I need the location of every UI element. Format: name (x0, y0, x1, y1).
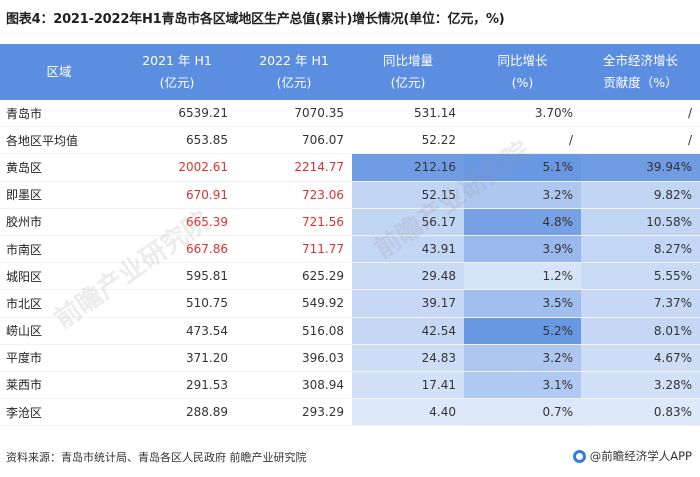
table-title: 图表4：2021-2022年H1青岛市各区域地区生产总值(累计)增长情况(单位：… (6, 12, 505, 27)
growth-cell: 3.70% (464, 100, 581, 128)
contribution-cell: 9.82% (581, 181, 700, 209)
data-table: 区域 2021 年 H1 (亿元) 2022 年 H1 (亿元) 同比增量 (亿元) … (0, 44, 700, 427)
increase-cell: 24.83 (352, 344, 464, 372)
contribution-cell: 3.28% (581, 371, 700, 400)
value-2021h1-cell: 291.53 (118, 371, 236, 400)
column-header-growth: 同比增长 (%) (464, 44, 581, 100)
value-2022h1-cell: 721.56 (236, 208, 352, 236)
region-cell: 平度市 (0, 344, 118, 372)
growth-cell: 3.9% (464, 235, 581, 264)
value-2022h1-cell: 516.08 (236, 317, 352, 345)
contribution-cell: 10.58% (581, 208, 700, 236)
growth-cell: 0.7% (464, 398, 581, 427)
value-2022h1-cell: 2214.77 (236, 153, 352, 182)
increase-cell: 531.14 (352, 100, 464, 128)
brand-logo-icon (572, 449, 586, 463)
growth-cell: 5.1% (464, 153, 581, 182)
value-2022h1-cell: 549.92 (236, 289, 352, 318)
brand-credit: @前瞻经济学人APP (572, 448, 692, 464)
increase-cell: 52.22 (352, 126, 464, 155)
region-cell: 李沧区 (0, 398, 118, 427)
value-2021h1-cell: 6539.21 (118, 100, 236, 128)
growth-cell: 3.1% (464, 371, 581, 400)
value-2022h1-cell: 706.07 (236, 126, 352, 155)
increase-cell: 43.91 (352, 235, 464, 264)
value-2021h1-cell: 371.20 (118, 344, 236, 372)
region-cell: 青岛市 (0, 100, 118, 128)
region-cell: 崂山区 (0, 317, 118, 345)
region-cell: 莱西市 (0, 371, 118, 400)
region-cell: 市北区 (0, 289, 118, 318)
value-2022h1-cell: 293.29 (236, 398, 352, 427)
increase-cell: 56.17 (352, 208, 464, 236)
table-row: 市北区 510.75 549.92 39.17 3.5% 7.37% (0, 289, 700, 318)
column-header-increase: 同比增量 (亿元) (352, 44, 464, 100)
value-2021h1-cell: 670.91 (118, 181, 236, 209)
region-cell: 即墨区 (0, 181, 118, 209)
value-2022h1-cell: 396.03 (236, 344, 352, 372)
increase-cell: 4.40 (352, 398, 464, 427)
table-row: 即墨区 670.91 723.06 52.15 3.2% 9.82% (0, 181, 700, 209)
table-row: 青岛市 6539.21 7070.35 531.14 3.70% / (0, 100, 700, 128)
table-row: 市南区 667.86 711.77 43.91 3.9% 8.27% (0, 235, 700, 264)
contribution-cell: 0.83% (581, 398, 700, 427)
value-2021h1-cell: 473.54 (118, 317, 236, 345)
region-cell: 黄岛区 (0, 153, 118, 182)
contribution-cell: 8.01% (581, 317, 700, 345)
increase-cell: 42.54 (352, 317, 464, 345)
value-2022h1-cell: 711.77 (236, 235, 352, 264)
growth-cell: 3.5% (464, 289, 581, 318)
brand-label: @前瞻经济学人APP (589, 449, 692, 463)
growth-cell: 1.2% (464, 262, 581, 291)
region-cell: 胶州市 (0, 208, 118, 236)
table-row: 城阳区 595.81 625.29 29.48 1.2% 5.55% (0, 262, 700, 291)
table-row: 李沧区 288.89 293.29 4.40 0.7% 0.83% (0, 398, 700, 427)
table-row: 各地区平均值 653.85 706.07 52.22// (0, 126, 700, 155)
column-header-2022h1: 2022 年 H1 (亿元) (236, 44, 352, 100)
table-row: 平度市 371.20 396.03 24.83 3.2% 4.67% (0, 344, 700, 372)
growth-cell: 3.2% (464, 181, 581, 209)
increase-cell: 212.16 (352, 153, 464, 182)
value-2021h1-cell: 653.85 (118, 126, 236, 155)
value-2022h1-cell: 308.94 (236, 371, 352, 400)
increase-cell: 39.17 (352, 289, 464, 318)
increase-cell: 17.41 (352, 371, 464, 400)
increase-cell: 52.15 (352, 181, 464, 209)
value-2021h1-cell: 288.89 (118, 398, 236, 427)
value-2022h1-cell: 723.06 (236, 181, 352, 209)
source-note: 资料来源：青岛市统计局、青岛各区人民政府 前瞻产业研究院 (6, 451, 307, 464)
table-row: 崂山区 473.54 516.08 42.54 5.2% 8.01% (0, 317, 700, 345)
value-2021h1-cell: 667.86 (118, 235, 236, 264)
growth-cell: 4.8% (464, 208, 581, 236)
column-header-2021h1: 2021 年 H1 (亿元) (118, 44, 236, 100)
value-2021h1-cell: 665.39 (118, 208, 236, 236)
contribution-cell: 5.55% (581, 262, 700, 291)
increase-cell: 29.48 (352, 262, 464, 291)
table-header-row: 区域 2021 年 H1 (亿元) 2022 年 H1 (亿元) 同比增量 (亿元) … (0, 44, 700, 100)
value-2022h1-cell: 7070.35 (236, 100, 352, 128)
value-2022h1-cell: 625.29 (236, 262, 352, 291)
value-2021h1-cell: 510.75 (118, 289, 236, 318)
contribution-cell: / (581, 100, 700, 128)
contribution-cell: / (581, 126, 700, 155)
contribution-cell: 39.94% (581, 153, 700, 182)
table-row: 莱西市 291.53 308.94 17.41 3.1% 3.28% (0, 371, 700, 400)
growth-cell: 3.2% (464, 344, 581, 372)
contribution-cell: 4.67% (581, 344, 700, 372)
contribution-cell: 8.27% (581, 235, 700, 264)
growth-cell: 5.2% (464, 317, 581, 345)
column-header-region: 区域 (0, 44, 118, 100)
table-row: 黄岛区 2002.61 2214.77 212.16 5.1% 39.94% (0, 153, 700, 182)
region-cell: 城阳区 (0, 262, 118, 291)
value-2021h1-cell: 2002.61 (118, 153, 236, 182)
region-cell: 市南区 (0, 235, 118, 264)
contribution-cell: 7.37% (581, 289, 700, 318)
column-header-contribution: 全市经济增长 贡献度（%） (581, 44, 700, 100)
table-row: 胶州市 665.39 721.56 56.17 4.8% 10.58% (0, 208, 700, 236)
value-2021h1-cell: 595.81 (118, 262, 236, 291)
growth-cell: / (464, 126, 581, 155)
region-cell: 各地区平均值 (0, 126, 118, 155)
